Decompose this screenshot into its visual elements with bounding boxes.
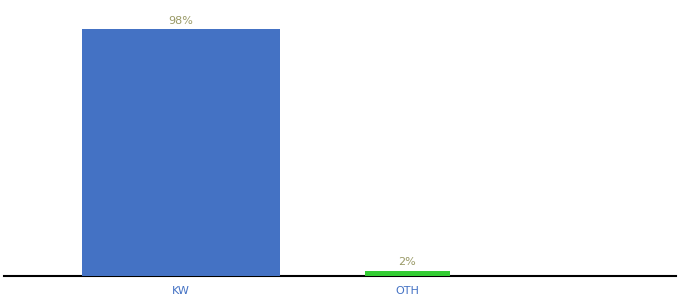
Text: 2%: 2% xyxy=(398,257,416,267)
Bar xyxy=(364,271,449,276)
Bar xyxy=(82,29,280,276)
Text: 98%: 98% xyxy=(169,16,193,26)
